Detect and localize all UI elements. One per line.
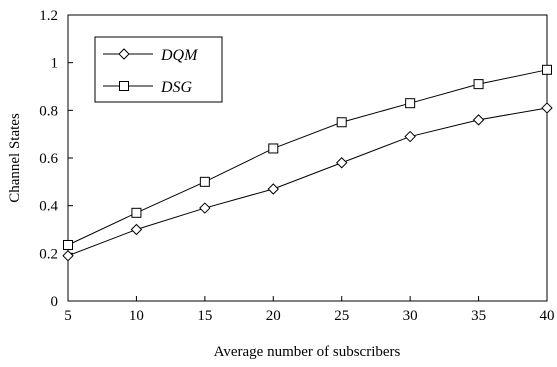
x-tick-label: 40 <box>540 308 555 324</box>
legend-label-dsg: DSG <box>160 79 193 96</box>
data-point-dsg <box>473 79 484 90</box>
x-tick-label: 5 <box>64 308 72 324</box>
y-tick-label: 0.4 <box>39 199 58 215</box>
legend-item-dqm: DQM <box>103 47 199 64</box>
data-point-dsg <box>268 143 279 154</box>
legend-item-dsg: DSG <box>103 79 193 96</box>
data-point-dsg <box>336 117 347 128</box>
data-point-dqm <box>267 183 279 195</box>
y-tick-label: 1.2 <box>39 8 58 24</box>
y-axis-title: Channel States <box>7 113 23 203</box>
x-tick-label: 10 <box>129 308 144 324</box>
series-dqm <box>62 102 553 262</box>
legend-box <box>94 36 223 103</box>
data-point-dqm <box>472 114 485 126</box>
data-point-dsg <box>199 176 210 187</box>
x-tick-label: 35 <box>471 308 486 324</box>
series-line-dqm <box>67 107 548 257</box>
x-tick-label: 15 <box>197 308 212 324</box>
x-tick-label: 20 <box>266 308 281 324</box>
y-tick-label: 0.8 <box>39 103 58 119</box>
data-point-dsg <box>63 239 73 250</box>
data-point-dqm <box>130 223 143 236</box>
y-axis: 0 0.2 0.4 0.6 0.8 1 1.2 <box>39 8 73 310</box>
y-tick-label: 0.2 <box>39 246 58 262</box>
legend-marker-dsg <box>119 81 129 91</box>
y-tick-label: 0 <box>51 294 59 310</box>
series-dsg <box>63 64 552 250</box>
x-axis-title: Average number of subscribers <box>214 344 401 360</box>
data-point-dqm <box>541 102 553 114</box>
legend-label-dqm: DQM <box>160 47 199 64</box>
series-line-dsg <box>67 69 548 246</box>
x-tick-label: 25 <box>334 308 349 324</box>
data-point-dsg <box>131 207 142 218</box>
data-point-dqm <box>336 157 348 169</box>
series-layer <box>62 64 553 262</box>
data-point-dqm <box>404 130 416 143</box>
data-point-dsg <box>405 98 416 109</box>
y-tick-label: 0.6 <box>39 151 58 167</box>
x-tick-label: 30 <box>403 308 418 324</box>
legend-marker-dqm <box>118 48 130 60</box>
legend: DQM DSG <box>94 36 223 103</box>
y-tick-label: 1 <box>51 56 59 72</box>
data-point-dsg <box>542 64 552 75</box>
data-point-dqm <box>62 250 74 262</box>
x-axis: 5 10 15 20 25 30 35 40 <box>64 296 555 324</box>
data-point-dqm <box>199 202 211 214</box>
